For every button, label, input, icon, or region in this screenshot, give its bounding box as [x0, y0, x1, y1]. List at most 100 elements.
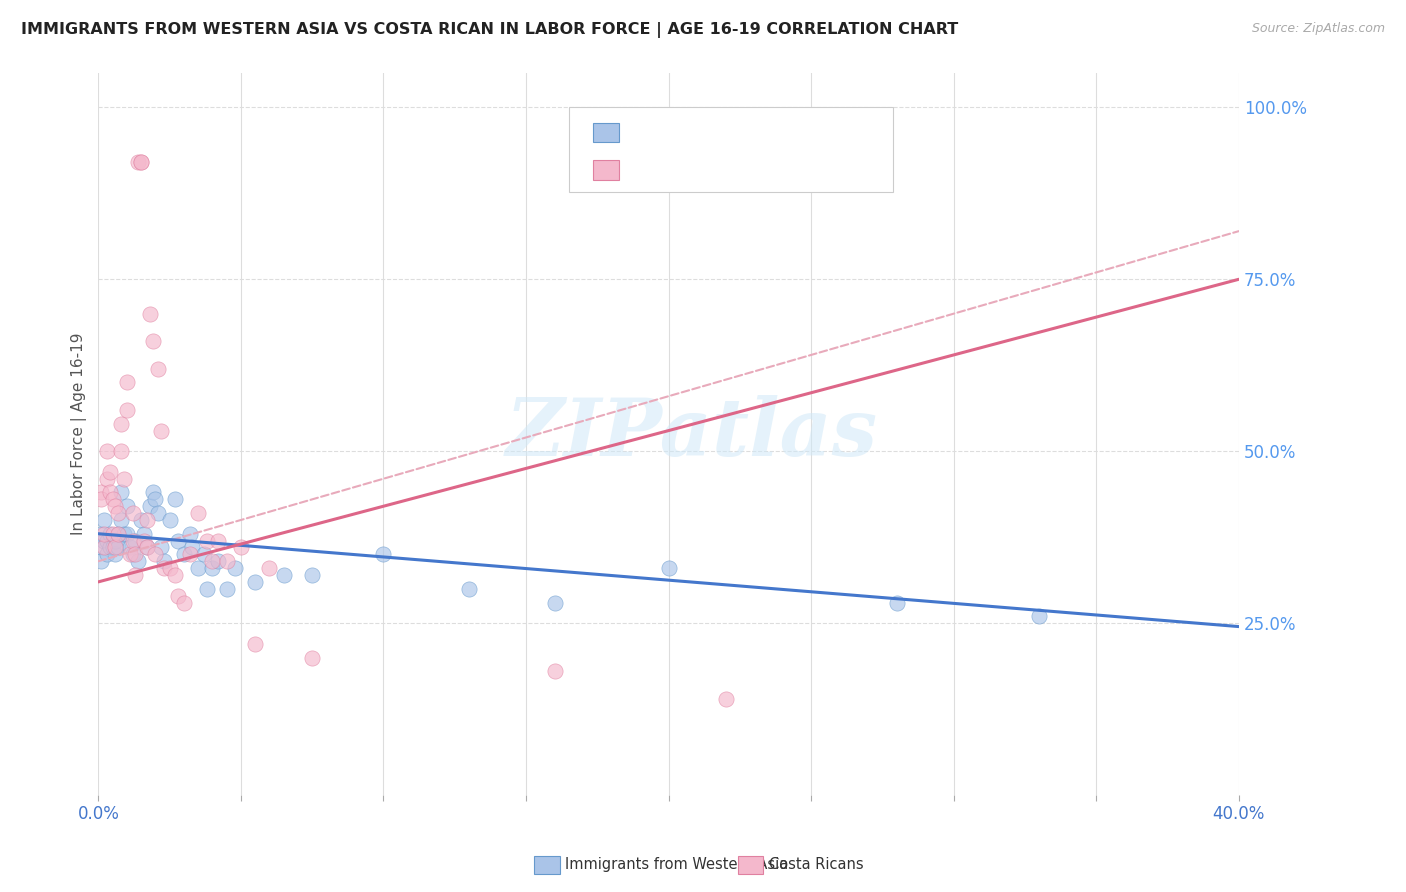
- Point: [96, 444, 118, 458]
- Point: [273, 568, 295, 582]
- Text: R =: R =: [630, 123, 666, 141]
- Point: [195, 533, 218, 548]
- Point: [138, 307, 160, 321]
- Point: [107, 506, 129, 520]
- Point: [243, 637, 266, 651]
- Point: [98, 485, 121, 500]
- Text: 55: 55: [780, 123, 806, 141]
- Point: [187, 561, 209, 575]
- Point: [110, 444, 132, 458]
- Point: [96, 547, 118, 561]
- Point: [167, 533, 190, 548]
- Point: [90, 485, 112, 500]
- Point: [93, 541, 115, 555]
- Point: [179, 526, 201, 541]
- Point: [101, 492, 124, 507]
- Point: [124, 547, 146, 561]
- Text: IMMIGRANTS FROM WESTERN ASIA VS COSTA RICAN IN LABOR FORCE | AGE 16-19 CORRELATI: IMMIGRANTS FROM WESTERN ASIA VS COSTA RI…: [21, 22, 959, 38]
- Point: [96, 472, 118, 486]
- Point: [159, 561, 181, 575]
- Point: [714, 691, 737, 706]
- Point: [90, 526, 112, 541]
- Point: [243, 574, 266, 589]
- Point: [141, 485, 163, 500]
- Point: [543, 665, 565, 679]
- Point: [132, 526, 155, 541]
- Point: [150, 541, 173, 555]
- Point: [115, 376, 138, 390]
- Point: [98, 541, 121, 555]
- Point: [229, 541, 252, 555]
- Point: [165, 568, 187, 582]
- Point: [90, 554, 112, 568]
- Point: [148, 361, 170, 376]
- Point: [543, 595, 565, 609]
- Point: [187, 506, 209, 520]
- Point: [1028, 609, 1050, 624]
- Point: [259, 561, 281, 575]
- Point: [101, 541, 124, 555]
- Point: [181, 541, 204, 555]
- Point: [115, 500, 138, 514]
- Point: [201, 561, 224, 575]
- Point: [112, 526, 135, 541]
- Point: [159, 513, 181, 527]
- Text: -0.432: -0.432: [661, 123, 725, 141]
- Point: [215, 582, 238, 596]
- Text: ZIPatlas: ZIPatlas: [505, 395, 877, 473]
- Point: [107, 526, 129, 541]
- Point: [179, 547, 201, 561]
- Point: [104, 547, 127, 561]
- Point: [96, 533, 118, 548]
- Point: [104, 533, 127, 548]
- Point: [165, 492, 187, 507]
- Point: [138, 500, 160, 514]
- Text: 52: 52: [780, 161, 806, 179]
- Point: [90, 492, 112, 507]
- Point: [93, 526, 115, 541]
- Point: [121, 547, 143, 561]
- Point: [886, 595, 908, 609]
- Point: [127, 155, 149, 169]
- Point: [173, 547, 195, 561]
- Point: [107, 526, 129, 541]
- Point: [193, 547, 215, 561]
- Point: [118, 547, 141, 561]
- Point: [153, 561, 176, 575]
- Point: [135, 513, 157, 527]
- Point: [215, 554, 238, 568]
- Point: [301, 568, 323, 582]
- Point: [121, 533, 143, 548]
- Point: [129, 155, 152, 169]
- Point: [112, 472, 135, 486]
- Point: [167, 589, 190, 603]
- Point: [110, 485, 132, 500]
- Point: [98, 465, 121, 479]
- Text: 0.264: 0.264: [661, 161, 717, 179]
- Point: [129, 155, 152, 169]
- Point: [115, 403, 138, 417]
- Point: [135, 541, 157, 555]
- Point: [224, 561, 246, 575]
- Point: [301, 650, 323, 665]
- Point: [107, 541, 129, 555]
- Point: [121, 506, 143, 520]
- Y-axis label: In Labor Force | Age 16-19: In Labor Force | Age 16-19: [72, 333, 87, 535]
- Point: [93, 533, 115, 548]
- Point: [127, 554, 149, 568]
- Point: [104, 541, 127, 555]
- Point: [141, 334, 163, 348]
- Point: [124, 568, 146, 582]
- Point: [98, 526, 121, 541]
- Text: Source: ZipAtlas.com: Source: ZipAtlas.com: [1251, 22, 1385, 36]
- Point: [110, 513, 132, 527]
- Point: [90, 541, 112, 555]
- Point: [150, 424, 173, 438]
- Text: Costa Ricans: Costa Ricans: [769, 857, 863, 871]
- Point: [145, 492, 167, 507]
- Point: [129, 513, 152, 527]
- Point: [104, 500, 127, 514]
- Point: [145, 547, 167, 561]
- Point: [207, 533, 229, 548]
- Point: [118, 541, 141, 555]
